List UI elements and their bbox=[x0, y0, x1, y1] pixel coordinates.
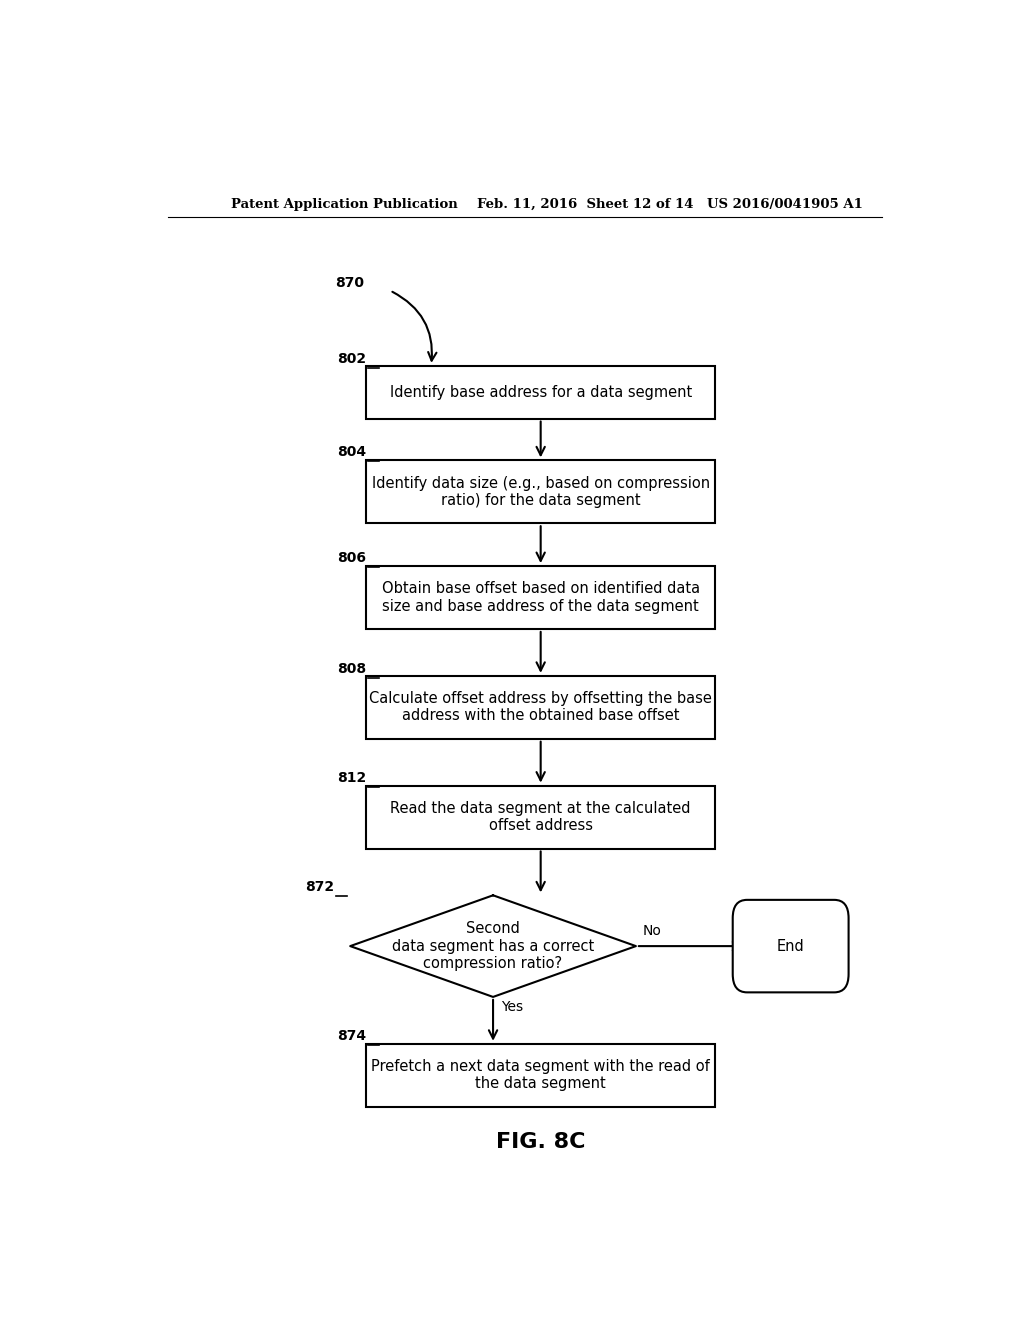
Text: 804: 804 bbox=[337, 445, 367, 459]
FancyBboxPatch shape bbox=[367, 366, 715, 418]
Text: 874: 874 bbox=[337, 1028, 367, 1043]
Text: Obtain base offset based on identified data
size and base address of the data se: Obtain base offset based on identified d… bbox=[382, 581, 699, 614]
FancyBboxPatch shape bbox=[367, 566, 715, 630]
FancyBboxPatch shape bbox=[367, 785, 715, 849]
Text: Yes: Yes bbox=[501, 1001, 523, 1014]
Text: Read the data segment at the calculated
offset address: Read the data segment at the calculated … bbox=[390, 801, 691, 833]
Text: Identify data size (e.g., based on compression
ratio) for the data segment: Identify data size (e.g., based on compr… bbox=[372, 475, 710, 508]
Text: 812: 812 bbox=[337, 771, 367, 784]
Text: 806: 806 bbox=[337, 550, 367, 565]
Text: FIG. 8C: FIG. 8C bbox=[496, 1133, 586, 1152]
Text: Feb. 11, 2016  Sheet 12 of 14: Feb. 11, 2016 Sheet 12 of 14 bbox=[477, 198, 693, 211]
Text: End: End bbox=[777, 939, 805, 953]
Text: 802: 802 bbox=[337, 351, 367, 366]
Text: Second
data segment has a correct
compression ratio?: Second data segment has a correct compre… bbox=[392, 921, 594, 972]
Text: No: No bbox=[642, 924, 662, 939]
Text: 872: 872 bbox=[305, 880, 334, 894]
Text: Identify base address for a data segment: Identify base address for a data segment bbox=[389, 384, 692, 400]
Text: Calculate offset address by offsetting the base
address with the obtained base o: Calculate offset address by offsetting t… bbox=[370, 692, 712, 723]
Text: Prefetch a next data segment with the read of
the data segment: Prefetch a next data segment with the re… bbox=[372, 1059, 710, 1092]
Text: 870: 870 bbox=[336, 276, 365, 290]
FancyBboxPatch shape bbox=[367, 461, 715, 523]
Polygon shape bbox=[350, 895, 636, 997]
FancyBboxPatch shape bbox=[367, 676, 715, 739]
FancyBboxPatch shape bbox=[733, 900, 849, 993]
Text: Patent Application Publication: Patent Application Publication bbox=[231, 198, 458, 211]
FancyBboxPatch shape bbox=[367, 1044, 715, 1106]
Text: 808: 808 bbox=[337, 661, 367, 676]
Text: US 2016/0041905 A1: US 2016/0041905 A1 bbox=[708, 198, 863, 211]
